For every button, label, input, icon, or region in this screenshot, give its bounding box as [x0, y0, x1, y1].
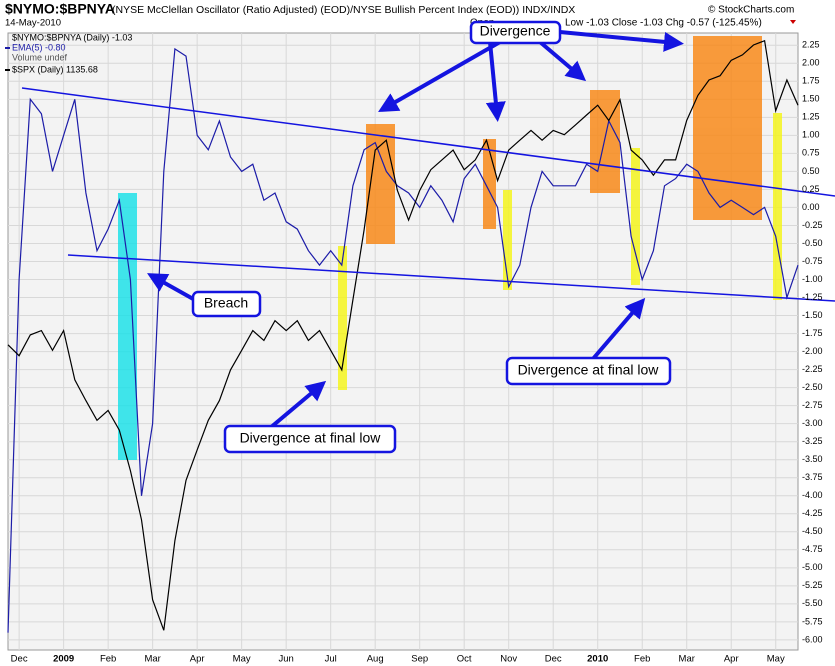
- y-tick-label: -1.00: [802, 274, 823, 284]
- y-tick-label: -5.00: [802, 562, 823, 572]
- symbol: $NYMO:$BPNYA: [5, 1, 115, 17]
- x-tick-label: Apr: [724, 654, 739, 665]
- x-tick-label: Jul: [325, 654, 337, 665]
- y-tick-label: 0.75: [802, 148, 820, 158]
- y-tick-label: 1.75: [802, 76, 820, 86]
- arrow: [559, 30, 684, 52]
- y-tick-label: -3.00: [802, 418, 823, 428]
- x-tick-label: Apr: [190, 654, 205, 665]
- series-line: [7, 39, 799, 631]
- y-tick-label: -0.25: [802, 220, 823, 230]
- date: 14-May-2010: [5, 18, 61, 29]
- y-tick-label: -1.25: [802, 292, 823, 302]
- callout: Divergence at final low: [223, 424, 397, 454]
- y-tick-label: 1.00: [802, 130, 820, 140]
- y-tick-label: 0.00: [802, 202, 820, 212]
- y-tick-label: 2.25: [802, 40, 820, 50]
- y-tick-label: -0.50: [802, 238, 823, 248]
- x-tick-label: Sep: [411, 654, 428, 665]
- trend-line: [67, 254, 835, 302]
- legend-entry: Volume undef: [12, 52, 68, 62]
- arrow: [485, 41, 506, 122]
- x-tick-label: Jun: [279, 654, 294, 665]
- y-tick-label: -5.50: [802, 598, 823, 608]
- arrow: [268, 380, 327, 430]
- x-tick-label: May: [233, 654, 251, 665]
- legend-entry: $NYMO:$BPNYA (Daily) -1.03: [12, 32, 132, 42]
- x-tick-label: May: [767, 654, 785, 665]
- lines: [7, 39, 799, 633]
- highlight: [338, 246, 347, 390]
- y-tick-label: -5.75: [802, 616, 823, 626]
- annotation: Divergence at final low: [518, 362, 660, 378]
- chart-title: (NYSE McClellan Oscillator (Ratio Adjust…: [112, 4, 575, 16]
- y-tick-label: -2.00: [802, 346, 823, 356]
- y-tick-label: -4.25: [802, 508, 823, 518]
- arrow: [538, 40, 587, 82]
- y-tick-label: -4.75: [802, 544, 823, 554]
- callouts: Divergence Breach Divergence at final lo…: [147, 20, 684, 454]
- x-tick-label: 2009: [53, 654, 74, 665]
- x-tick-label: Nov: [500, 654, 517, 665]
- y-tick-label: -4.50: [802, 526, 823, 536]
- legend-entry: $SPX (Daily) 1135.68: [12, 64, 98, 74]
- arrow: [590, 297, 646, 362]
- x-tick-label: Dec: [545, 654, 562, 665]
- annotation: Divergence at final low: [240, 430, 382, 446]
- callout: Breach: [191, 290, 262, 318]
- y-tick-label: 0.50: [802, 166, 820, 176]
- y-tick-label: -2.50: [802, 382, 823, 392]
- highlight: [631, 148, 640, 285]
- highlight: [773, 113, 782, 300]
- x-tick-label: Dec: [11, 654, 28, 665]
- y-tick-label: -1.75: [802, 328, 823, 338]
- annotation: Divergence: [480, 23, 551, 39]
- quote: Low -1.03 Close -1.03 Chg -0.57 (-125.45…: [565, 18, 762, 29]
- y-tick-label: -2.75: [802, 400, 823, 410]
- y-tick-label: -1.50: [802, 310, 823, 320]
- arrow: [378, 40, 501, 112]
- x-tick-label: Oct: [457, 654, 472, 665]
- highlight: [693, 36, 762, 220]
- legend-entry: EMA(5) -0.80: [12, 42, 66, 52]
- trend-line: [21, 87, 835, 197]
- highlight: [118, 193, 137, 460]
- y-tick-label: -3.50: [802, 454, 823, 464]
- y-tick-label: 2.00: [802, 58, 820, 68]
- x-tick-label: Aug: [367, 654, 384, 665]
- y-tick-label: -2.25: [802, 364, 823, 374]
- x-tick-label: Mar: [679, 654, 695, 665]
- y-tick-label: -6.00: [802, 634, 823, 644]
- arrow: [147, 273, 196, 302]
- x-tick-label: Feb: [634, 654, 650, 665]
- callout: Divergence: [469, 20, 562, 45]
- y-tick-label: 1.50: [802, 94, 820, 104]
- y-tick-label: -5.25: [802, 580, 823, 590]
- highlights: [118, 36, 782, 460]
- y-tick-label: -0.75: [802, 256, 823, 266]
- x-tick-label: Feb: [100, 654, 116, 665]
- credit: © StockCharts.com: [708, 5, 794, 16]
- down-arrow: [790, 20, 796, 24]
- legend: EMA(5) -0.80 $SPX (Daily) 1135.68: [5, 42, 98, 74]
- series-line: [7, 47, 799, 633]
- callout: Divergence at final low: [505, 356, 672, 386]
- y-tick-label: -3.25: [802, 436, 823, 446]
- y-tick-label: -4.00: [802, 490, 823, 500]
- y-tick-label: 1.25: [802, 112, 820, 122]
- highlight: [590, 90, 620, 193]
- y-tick-label: -3.75: [802, 472, 823, 482]
- x-tick-label: Mar: [144, 654, 160, 665]
- annotation: Breach: [204, 295, 248, 311]
- x-tick-label: 2010: [587, 654, 608, 665]
- y-tick-label: 0.25: [802, 184, 820, 194]
- highlight: [503, 190, 512, 290]
